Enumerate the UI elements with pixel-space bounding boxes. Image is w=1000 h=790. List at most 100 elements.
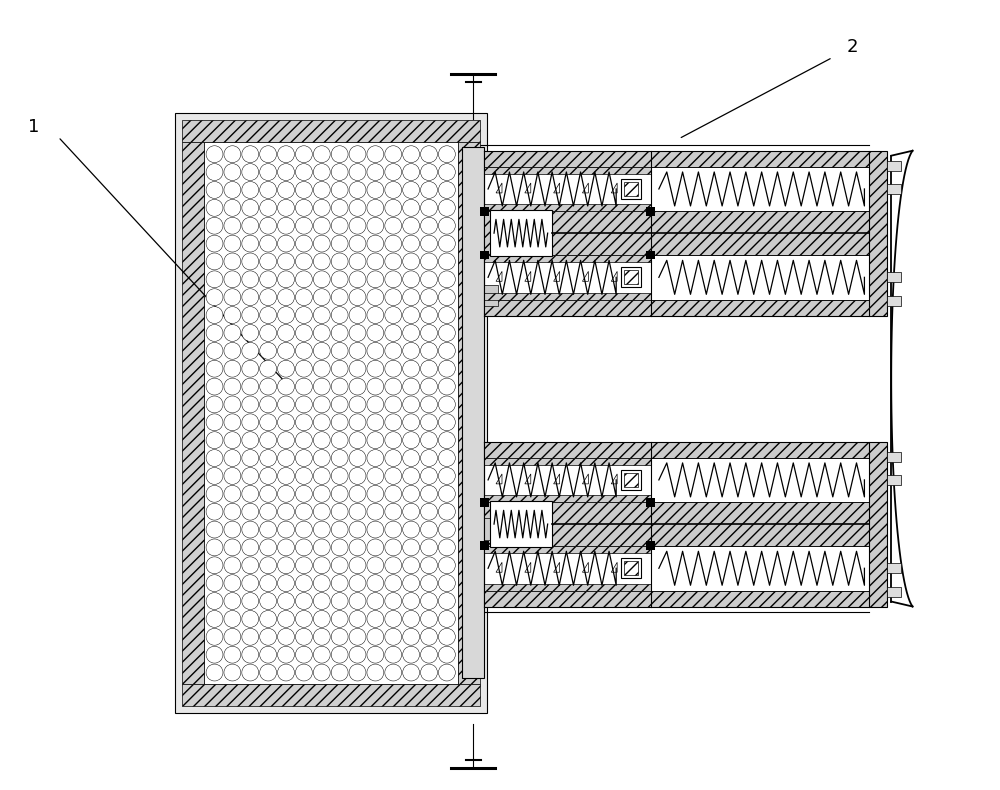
Circle shape <box>260 521 277 538</box>
Circle shape <box>349 146 366 163</box>
Circle shape <box>224 611 241 627</box>
Circle shape <box>295 414 312 431</box>
Circle shape <box>313 521 330 538</box>
Bar <box>182 684 480 705</box>
Circle shape <box>295 664 312 681</box>
Circle shape <box>385 325 402 341</box>
Circle shape <box>349 503 366 520</box>
Circle shape <box>295 575 312 592</box>
Circle shape <box>295 307 312 324</box>
Circle shape <box>403 485 420 502</box>
Bar <box>887 452 901 461</box>
Circle shape <box>295 503 312 520</box>
Circle shape <box>438 592 455 609</box>
Circle shape <box>331 146 348 163</box>
Circle shape <box>403 503 420 520</box>
Circle shape <box>421 557 437 574</box>
Circle shape <box>295 360 312 377</box>
Circle shape <box>385 646 402 663</box>
Circle shape <box>385 450 402 466</box>
Circle shape <box>349 235 366 252</box>
Circle shape <box>367 575 384 592</box>
Circle shape <box>278 646 294 663</box>
Circle shape <box>260 235 277 252</box>
Bar <box>869 151 887 315</box>
Circle shape <box>278 164 294 181</box>
Circle shape <box>367 646 384 663</box>
Bar <box>624 270 638 284</box>
Circle shape <box>224 414 241 431</box>
Circle shape <box>242 575 259 592</box>
Circle shape <box>313 164 330 181</box>
Circle shape <box>385 396 402 413</box>
Circle shape <box>421 414 437 431</box>
Circle shape <box>403 539 420 556</box>
Circle shape <box>242 468 259 484</box>
Circle shape <box>313 592 330 609</box>
Circle shape <box>349 450 366 466</box>
Circle shape <box>421 575 437 592</box>
Circle shape <box>385 235 402 252</box>
Circle shape <box>349 468 366 484</box>
Circle shape <box>403 217 420 234</box>
Bar <box>484 546 651 553</box>
Circle shape <box>349 396 366 413</box>
Circle shape <box>206 164 223 181</box>
Circle shape <box>331 396 348 413</box>
Circle shape <box>260 592 277 609</box>
Circle shape <box>438 646 455 663</box>
Circle shape <box>367 664 384 681</box>
Circle shape <box>403 378 420 395</box>
Circle shape <box>367 468 384 484</box>
Bar <box>462 147 484 678</box>
Circle shape <box>278 664 294 681</box>
Circle shape <box>367 217 384 234</box>
Circle shape <box>385 414 402 431</box>
Circle shape <box>349 414 366 431</box>
Circle shape <box>278 396 294 413</box>
Circle shape <box>242 557 259 574</box>
Circle shape <box>421 360 437 377</box>
Circle shape <box>367 360 384 377</box>
Circle shape <box>367 503 384 520</box>
Circle shape <box>313 146 330 163</box>
Circle shape <box>421 235 437 252</box>
Circle shape <box>224 325 241 341</box>
Circle shape <box>367 432 384 449</box>
Circle shape <box>313 628 330 645</box>
Bar <box>490 501 552 547</box>
Circle shape <box>313 199 330 216</box>
Bar <box>646 498 655 506</box>
Circle shape <box>278 503 294 520</box>
Circle shape <box>438 414 455 431</box>
Circle shape <box>385 521 402 538</box>
Circle shape <box>313 557 330 574</box>
Bar <box>484 442 869 457</box>
Circle shape <box>438 182 455 198</box>
Bar <box>204 141 458 684</box>
Bar <box>480 250 489 259</box>
Circle shape <box>295 450 312 466</box>
Circle shape <box>421 396 437 413</box>
Circle shape <box>313 611 330 627</box>
Circle shape <box>331 611 348 627</box>
Circle shape <box>331 628 348 645</box>
Circle shape <box>385 611 402 627</box>
Circle shape <box>385 575 402 592</box>
Circle shape <box>206 432 223 449</box>
Circle shape <box>331 378 348 395</box>
Circle shape <box>242 289 259 306</box>
Circle shape <box>242 217 259 234</box>
Circle shape <box>206 485 223 502</box>
Circle shape <box>313 235 330 252</box>
Circle shape <box>403 253 420 270</box>
Circle shape <box>421 182 437 198</box>
Circle shape <box>403 182 420 198</box>
Circle shape <box>385 432 402 449</box>
Circle shape <box>349 164 366 181</box>
Bar <box>869 442 887 607</box>
Circle shape <box>295 628 312 645</box>
Bar <box>484 167 869 211</box>
Circle shape <box>260 450 277 466</box>
Circle shape <box>206 289 223 306</box>
